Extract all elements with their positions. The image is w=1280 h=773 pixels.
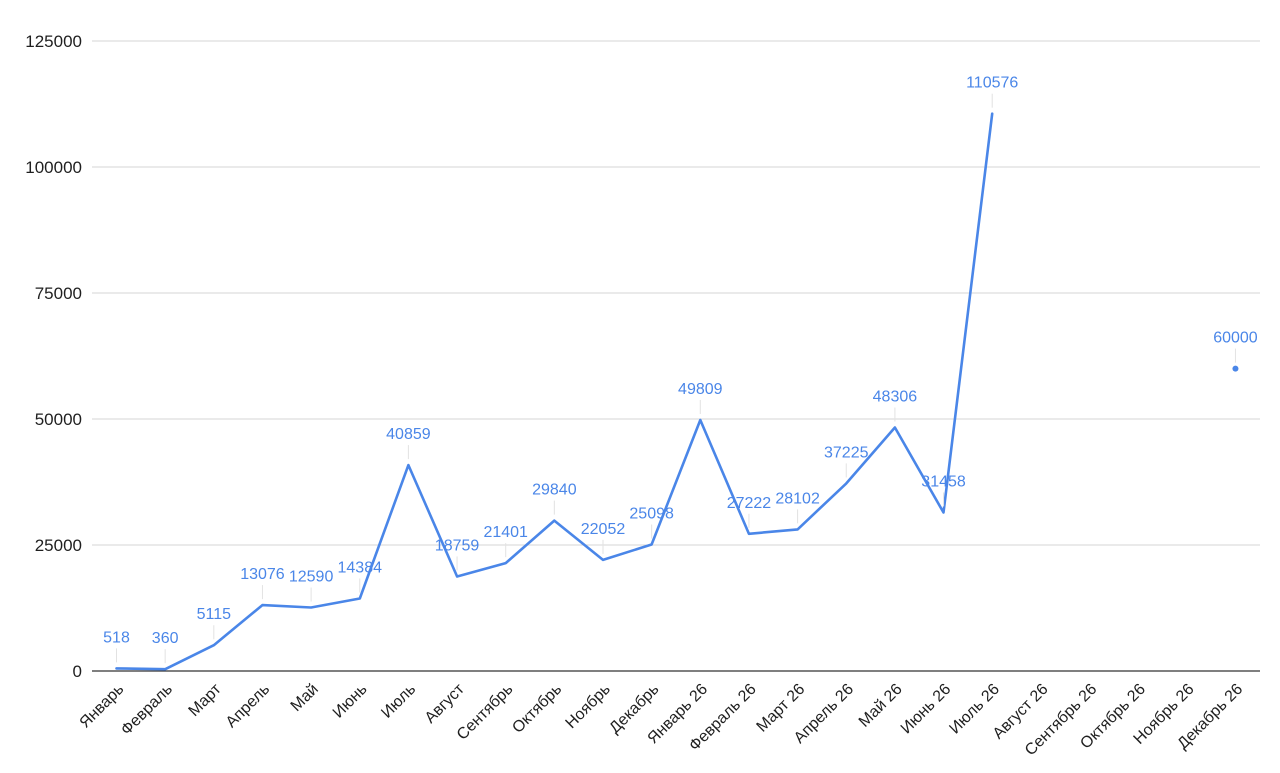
data-point [504, 561, 508, 565]
x-tick-label: Октябрь [509, 681, 565, 737]
x-tick-label: Апрель [223, 681, 273, 731]
data-point [406, 463, 410, 467]
data-label: 14384 [338, 560, 383, 577]
data-label: 5115 [197, 606, 232, 623]
data-point [552, 519, 556, 523]
data-label: 28102 [775, 490, 820, 507]
data-label: 21401 [483, 524, 528, 541]
data-point [796, 527, 800, 531]
data-label: 31458 [921, 473, 966, 490]
data-point [358, 597, 362, 601]
data-point [163, 667, 167, 671]
data-point [893, 426, 897, 430]
y-tick-label: 50000 [35, 410, 82, 429]
data-label: 22052 [581, 521, 626, 538]
data-label: 25098 [629, 506, 674, 523]
data-point [260, 603, 264, 607]
data-point [309, 606, 313, 610]
data-label: 360 [152, 630, 179, 647]
data-point [455, 574, 459, 578]
data-points-layer [115, 112, 1239, 671]
data-label: 29840 [532, 482, 577, 499]
series-line [115, 112, 994, 671]
y-tick-label: 25000 [35, 536, 82, 555]
data-point [212, 643, 216, 647]
data-label: 60000 [1213, 330, 1258, 347]
data-label: 110576 [966, 75, 1018, 92]
y-tick-label: 0 [73, 662, 82, 681]
data-point [1233, 367, 1237, 371]
data-label: 48306 [873, 389, 918, 406]
data-label: 49809 [678, 381, 723, 398]
grid-lines [92, 40, 1260, 672]
x-tick-label: Июнь 26 [898, 681, 955, 738]
x-tick-label: Август [422, 680, 469, 727]
y-axis-ticks: 0 25000 50000 75000 100000 125000 [25, 32, 82, 681]
x-tick-label: Июнь [330, 681, 371, 722]
data-point [115, 666, 119, 670]
y-tick-label: 100000 [25, 158, 82, 177]
data-point [844, 481, 848, 485]
data-label: 27222 [727, 495, 772, 512]
data-point [990, 112, 994, 116]
isolated-data-point [1232, 365, 1239, 372]
data-label: 37225 [824, 444, 869, 461]
data-label: 40859 [386, 426, 431, 443]
x-tick-label: Март [186, 680, 226, 720]
data-label: 18759 [435, 537, 480, 554]
data-label: 518 [103, 629, 130, 646]
data-label: 13076 [240, 566, 285, 583]
x-tick-label: Май [288, 681, 322, 715]
data-point [650, 543, 654, 547]
series-line-layer [115, 112, 994, 671]
data-point [601, 558, 605, 562]
x-tick-label: Май 26 [856, 681, 906, 731]
data-point [698, 418, 702, 422]
x-tick-label: Июль [378, 681, 419, 722]
y-tick-label: 75000 [35, 284, 82, 303]
data-label: 12590 [289, 569, 334, 586]
data-point [747, 532, 751, 536]
y-tick-label: 125000 [25, 32, 82, 51]
x-tick-label: Февраль [118, 681, 176, 739]
data-point [942, 510, 946, 514]
